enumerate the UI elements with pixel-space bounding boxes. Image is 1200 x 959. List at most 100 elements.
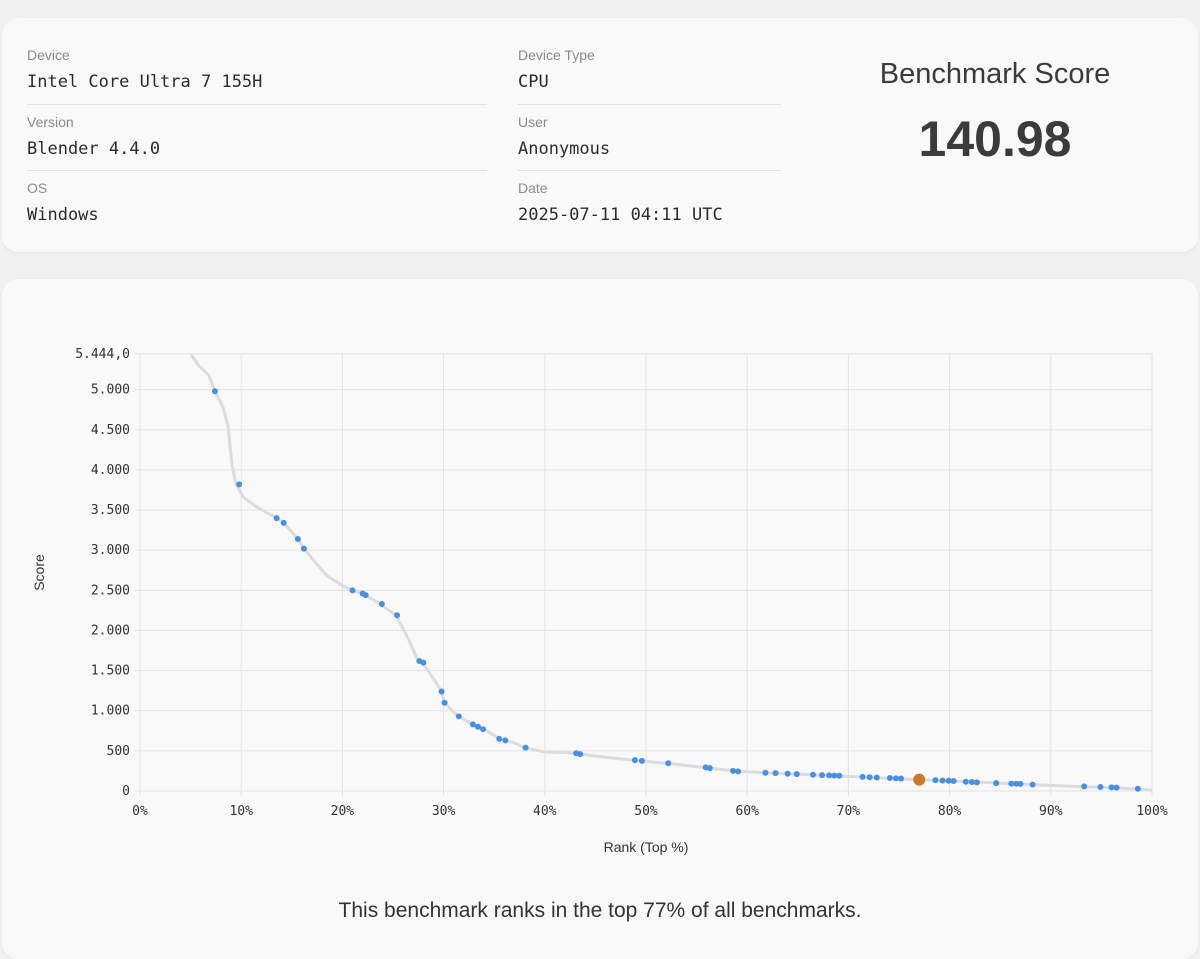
- data-point[interactable]: [280, 519, 287, 526]
- y-tick-label: 2.000: [91, 623, 130, 638]
- x-axis-label: Rank (Top %): [604, 839, 689, 855]
- data-point[interactable]: [577, 751, 584, 758]
- data-point[interactable]: [819, 772, 826, 779]
- data-point[interactable]: [968, 779, 975, 786]
- user-label: User: [518, 114, 548, 130]
- divider: [518, 170, 781, 171]
- rank-score-chart: 0% 10% 20% 30% 40% 50% 60% 70% 80% 90% 100% 0 500 1.0…: [31, 347, 1168, 855]
- axes: 0% 10% 20% 30% 40% 50% 60% 70% 80% 90% 100% 0 500 1.0…: [75, 347, 1168, 819]
- x-tick-label: 70%: [837, 804, 861, 819]
- data-point[interactable]: [772, 770, 779, 777]
- data-point[interactable]: [496, 735, 503, 742]
- x-tick-label: 90%: [1039, 804, 1063, 819]
- data-point[interactable]: [962, 778, 969, 785]
- distribution-curve: [189, 353, 1153, 792]
- data-point[interactable]: [294, 535, 301, 542]
- data-point[interactable]: [945, 777, 952, 784]
- data-point[interactable]: [932, 777, 939, 784]
- data-point[interactable]: [378, 600, 385, 607]
- data-point[interactable]: [836, 772, 843, 779]
- data-point[interactable]: [793, 771, 800, 778]
- benchmark-score-value: 140.98: [918, 111, 1072, 167]
- data-point[interactable]: [300, 545, 307, 552]
- divider: [518, 104, 781, 105]
- data-point[interactable]: [638, 757, 645, 764]
- data-point[interactable]: [631, 757, 638, 764]
- y-tick-label: 0: [122, 784, 130, 799]
- x-tick-label: 60%: [735, 804, 759, 819]
- data-point[interactable]: [706, 765, 713, 772]
- x-tick-label: 80%: [938, 804, 962, 819]
- chart-card: 0% 10% 20% 30% 40% 50% 60% 70% 80% 90% 100% 0 500 1.0…: [2, 279, 1198, 959]
- data-point[interactable]: [762, 769, 769, 776]
- current-benchmark-point[interactable]: [913, 773, 926, 786]
- x-tick-label: 100%: [1136, 804, 1167, 819]
- benchmark-score-title: Benchmark Score: [879, 58, 1111, 90]
- data-point[interactable]: [475, 723, 482, 730]
- data-point[interactable]: [211, 388, 218, 395]
- x-tick-label: 0%: [132, 804, 148, 819]
- data-point[interactable]: [993, 780, 1000, 787]
- x-tick-label: 10%: [229, 804, 253, 819]
- device-value: Intel Core Ultra 7 155H: [27, 72, 263, 92]
- data-points: [211, 388, 1141, 792]
- data-point[interactable]: [1081, 783, 1088, 790]
- data-point[interactable]: [1017, 780, 1024, 787]
- x-tick-label: 20%: [331, 804, 355, 819]
- data-point[interactable]: [809, 771, 816, 778]
- data-point[interactable]: [394, 612, 401, 619]
- user-value: Anonymous: [518, 139, 611, 159]
- grid: [135, 353, 1153, 796]
- data-point[interactable]: [826, 772, 833, 779]
- data-point[interactable]: [480, 726, 487, 733]
- data-point[interactable]: [950, 778, 957, 785]
- data-point[interactable]: [939, 777, 946, 784]
- x-tick-label: 40%: [533, 804, 557, 819]
- data-point[interactable]: [1008, 780, 1015, 787]
- device-type-field: Device Type CPU: [518, 46, 595, 92]
- data-point[interactable]: [898, 775, 905, 782]
- data-point[interactable]: [873, 774, 880, 781]
- data-point[interactable]: [469, 721, 476, 728]
- data-point[interactable]: [455, 713, 462, 720]
- version-field: Version Blender 4.4.0: [27, 113, 160, 159]
- os-label: OS: [27, 180, 48, 196]
- version-label: Version: [27, 114, 74, 130]
- data-point[interactable]: [892, 775, 899, 782]
- data-point[interactable]: [1029, 781, 1036, 788]
- y-tick-label: 5.000: [91, 383, 130, 398]
- data-point[interactable]: [1108, 784, 1115, 791]
- y-axis-label: Score: [31, 554, 47, 591]
- data-point[interactable]: [441, 699, 448, 706]
- device-field: Device Intel Core Ultra 7 155H: [27, 46, 262, 92]
- data-point[interactable]: [522, 744, 529, 751]
- x-tick-label: 50%: [634, 804, 658, 819]
- data-point[interactable]: [362, 592, 369, 599]
- y-tick-label: 5.444,0: [75, 347, 130, 362]
- data-point[interactable]: [1097, 783, 1104, 790]
- data-point[interactable]: [273, 515, 280, 522]
- y-tick-label: 1.000: [91, 704, 130, 719]
- data-point[interactable]: [886, 774, 893, 781]
- y-tick-label: 4.000: [91, 463, 130, 478]
- data-point[interactable]: [784, 770, 791, 777]
- y-tick-label: 500: [107, 744, 130, 759]
- data-point[interactable]: [349, 587, 356, 594]
- data-point[interactable]: [420, 659, 427, 666]
- data-point[interactable]: [502, 737, 509, 744]
- data-point[interactable]: [1134, 785, 1141, 792]
- y-tick-label: 1.500: [91, 664, 130, 679]
- data-point[interactable]: [735, 768, 742, 775]
- date-label: Date: [518, 180, 548, 196]
- y-tick-label: 3.000: [91, 543, 130, 558]
- data-point[interactable]: [665, 760, 672, 767]
- data-point[interactable]: [730, 767, 737, 774]
- divider: [27, 170, 487, 171]
- data-point[interactable]: [866, 774, 873, 781]
- data-point[interactable]: [438, 688, 445, 695]
- data-point[interactable]: [1113, 784, 1120, 791]
- data-point[interactable]: [236, 481, 243, 488]
- data-point[interactable]: [859, 773, 866, 780]
- data-point[interactable]: [973, 779, 980, 786]
- data-point[interactable]: [831, 772, 838, 779]
